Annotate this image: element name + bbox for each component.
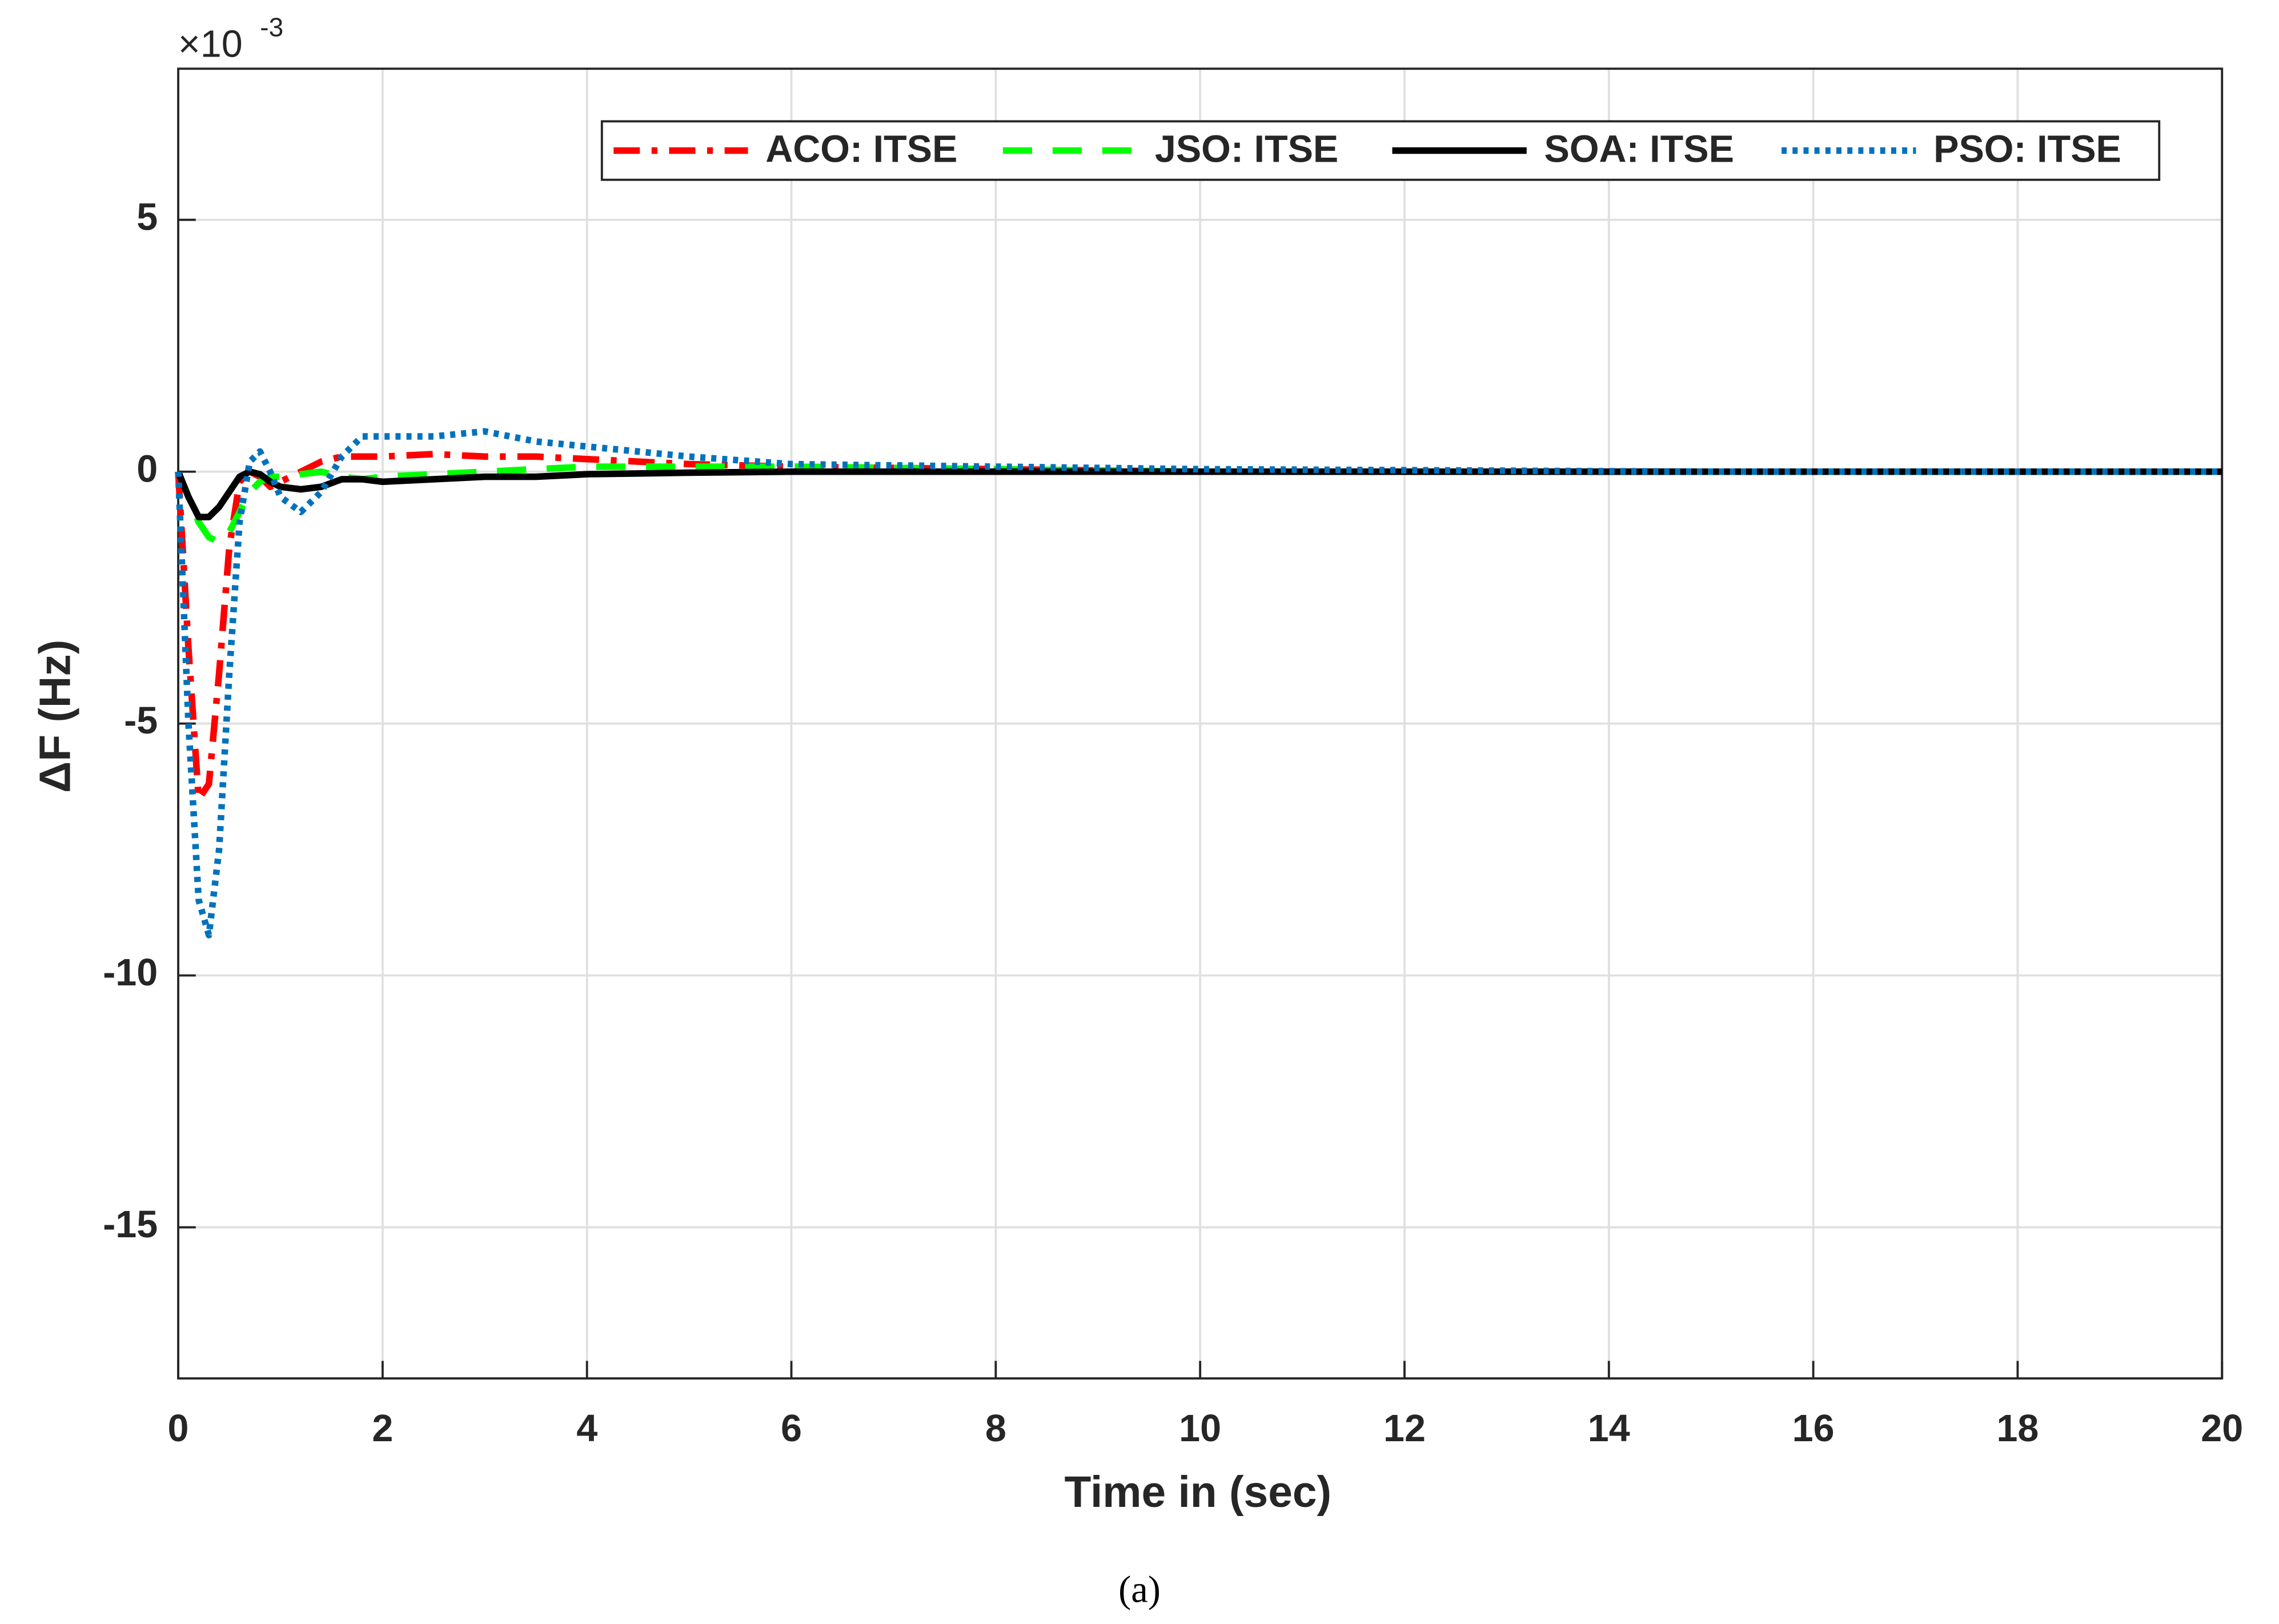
series-line [175,428,2222,939]
y-tick-label: -10 [103,952,158,994]
legend-box [600,120,2161,181]
y-tick-label: 0 [137,448,158,490]
legend-label: PSO: ITSE [1933,129,2121,171]
y-multiplier-exponent: -3 [260,12,283,42]
legend-label: SOA: ITSE [1544,129,1734,171]
y-axis-label: ΔF (Hz) [31,640,80,793]
x-tick-label: 4 [576,1408,597,1450]
x-tick-label: 6 [781,1408,802,1450]
x-tick-label: 0 [168,1408,189,1450]
series-line [175,468,2222,520]
y-tick-label: 5 [137,196,158,238]
series-line [175,463,2222,546]
plot-frame [177,67,2224,1380]
x-tick-label: 20 [2201,1408,2243,1450]
y-tick-label: -15 [103,1204,158,1246]
y-tick-label: -5 [124,700,158,742]
legend-label: JSO: ITSE [1155,129,1338,171]
x-axis-label: Time in (sec) [1065,1468,1332,1517]
legend: ACO: ITSE JSO: ITSE SOA: ITSE PSO: ITSE [600,120,2161,181]
x-tick-label: 10 [1179,1408,1221,1450]
y-multiplier: ×10 [178,23,243,65]
x-tick-label: 18 [1996,1408,2039,1450]
caption: (a) [1118,1569,1161,1611]
x-tick-label: 2 [372,1408,393,1450]
x-tick-label: 14 [1588,1408,1630,1450]
x-tick-label: 8 [985,1408,1006,1450]
x-tick-label: 16 [1792,1408,1835,1450]
x-tick-label: 12 [1383,1408,1426,1450]
legend-label: ACO: ITSE [765,129,957,171]
